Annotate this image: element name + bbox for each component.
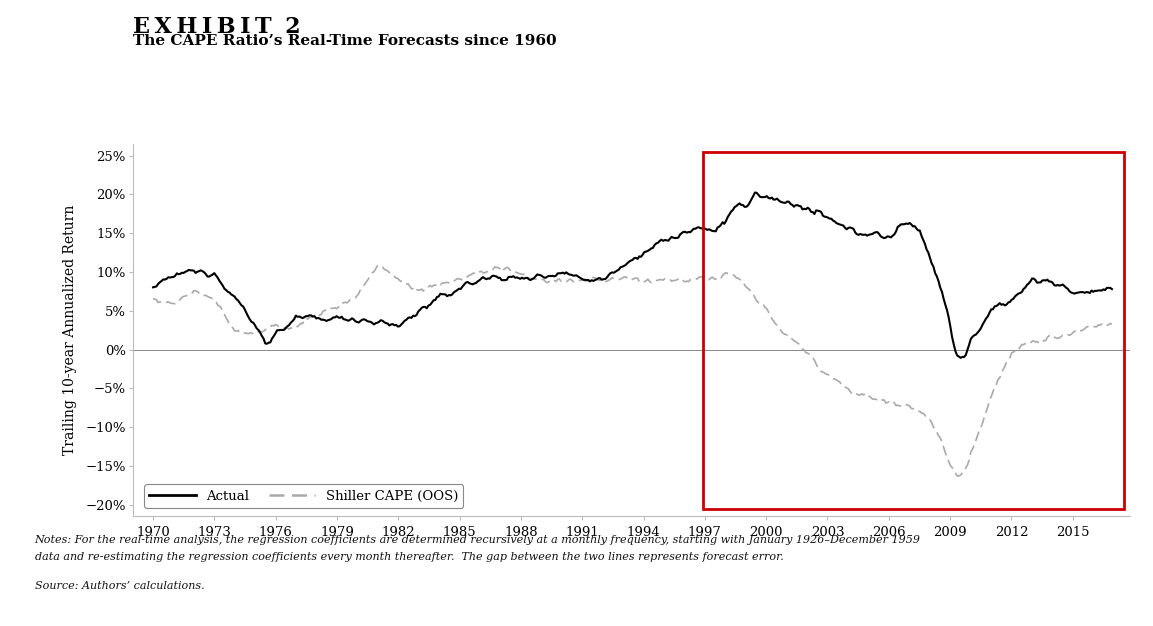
Y-axis label: Trailing 10-year Annualized Return: Trailing 10-year Annualized Return — [62, 205, 77, 455]
Text: The CAPE Ratio’s Real-Time Forecasts since 1960: The CAPE Ratio’s Real-Time Forecasts sin… — [133, 34, 556, 48]
Text: Notes: For the real-time analysis, the regression coefficients are determined re: Notes: For the real-time analysis, the r… — [35, 535, 920, 545]
Text: E X H I B I T   2: E X H I B I T 2 — [133, 16, 300, 38]
Text: Source: Authors’ calculations.: Source: Authors’ calculations. — [35, 581, 204, 591]
Bar — [703, 151, 1124, 509]
Legend: Actual, Shiller CAPE (OOS): Actual, Shiller CAPE (OOS) — [144, 485, 464, 508]
Text: data and re-estimating the regression coefficients every month thereafter.  The : data and re-estimating the regression co… — [35, 552, 783, 562]
